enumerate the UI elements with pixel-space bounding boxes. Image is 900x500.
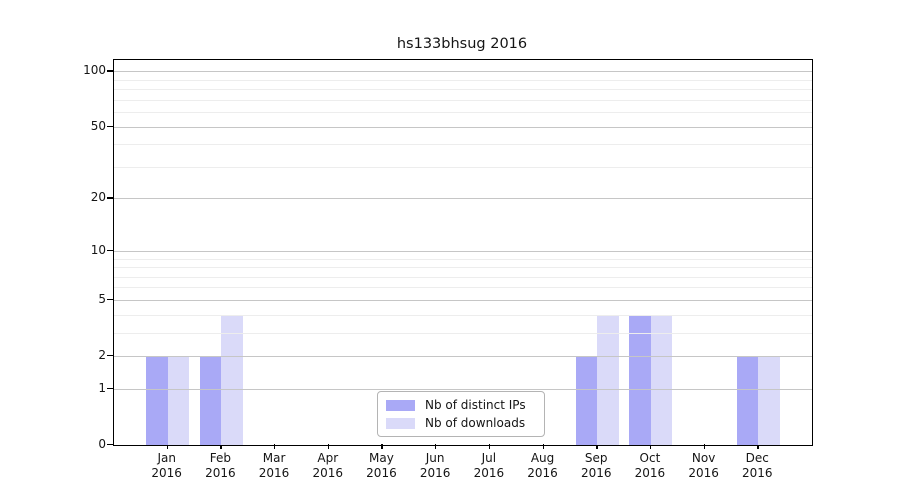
y-tick-label-10: 10: [90, 242, 106, 257]
legend-item-distinct-ips: Nb of distinct IPs: [386, 398, 536, 412]
legend-item-downloads: Nb of downloads: [386, 416, 536, 430]
gridline-y-6: [114, 287, 812, 289]
y-tick-50: [107, 125, 113, 127]
x-tick-label-jan: Jan 2016: [151, 451, 182, 480]
gridline-y-30: [114, 166, 812, 168]
legend-swatch-distinct-ips: [386, 399, 415, 411]
gridline-y-4: [114, 314, 812, 316]
x-tick-label-dec: Dec 2016: [742, 451, 773, 480]
bar-downloads-sep: [597, 314, 619, 445]
x-tick-label-jun: Jun 2016: [419, 451, 451, 480]
gridline-y-40: [114, 144, 812, 146]
x-tick-nov: [703, 444, 705, 449]
gridline-y-9: [114, 258, 812, 260]
y-tick-5: [107, 298, 113, 301]
gridline-y-3: [114, 332, 812, 334]
gridline-y-70: [114, 99, 812, 101]
gridline-y-100: [114, 71, 812, 73]
x-tick-feb: [220, 444, 222, 449]
x-tick-dec: [757, 444, 759, 449]
x-tick-label-nov: Nov 2016: [688, 451, 719, 480]
x-tick-label-mar: Mar 2016: [258, 451, 290, 480]
y-tick-2: [107, 355, 113, 357]
gridline-y-7: [114, 276, 812, 278]
bar-distinct-ips-sep: [575, 356, 598, 445]
gridline-y-20: [114, 198, 812, 200]
x-tick-sep: [596, 444, 598, 449]
legend-swatch-downloads: [386, 417, 415, 429]
legend-label-downloads: Nb of downloads: [425, 416, 526, 430]
x-tick-label-feb: Feb 2016: [205, 451, 236, 480]
bar-distinct-ips-feb: [199, 356, 222, 445]
gridline-y-60: [114, 112, 812, 114]
bar-distinct-ips-dec: [736, 356, 759, 445]
x-tick-label-apr: Apr 2016: [312, 451, 344, 480]
x-tick-apr: [327, 444, 330, 449]
y-tick-10: [107, 249, 113, 252]
x-tick-label-sep: Sep 2016: [580, 451, 612, 480]
y-tick-label-20: 20: [90, 190, 106, 205]
bar-distinct-ips-jan: [146, 356, 168, 445]
x-tick-oct: [649, 444, 652, 449]
legend-label-distinct-ips: Nb of distinct IPs: [425, 398, 526, 412]
y-tick-label-5: 5: [98, 291, 106, 306]
bar-distinct-ips-oct: [629, 314, 651, 445]
gridline-y-50: [114, 126, 812, 128]
bar-downloads-jan: [167, 356, 190, 445]
y-tick-label-0: 0: [98, 437, 106, 451]
y-tick-label-50: 50: [90, 118, 106, 133]
gridline-y-8: [114, 267, 812, 269]
y-tick-100: [107, 70, 113, 72]
x-tick-mar: [274, 444, 276, 449]
x-tick-label-oct: Oct 2016: [634, 451, 666, 480]
x-tick-label-aug: Aug 2016: [527, 451, 558, 480]
x-tick-jan: [166, 444, 168, 449]
y-tick-label-100: 100: [83, 63, 106, 78]
legend: Nb of distinct IPs Nb of downloads: [377, 391, 545, 437]
x-tick-label-may: May 2016: [366, 451, 397, 480]
x-tick-may: [381, 444, 383, 449]
gridline-y-90: [114, 79, 812, 81]
x-tick-label-jul: Jul 2016: [473, 451, 505, 480]
bar-downloads-feb: [221, 314, 243, 445]
bar-downloads-dec: [758, 356, 780, 445]
x-tick-aug: [542, 444, 544, 449]
bar-downloads-oct: [650, 314, 673, 445]
y-tick-label-1: 1: [98, 380, 106, 395]
x-tick-jul: [488, 444, 491, 449]
gridline-y-80: [114, 89, 812, 91]
y-tick-0: [107, 444, 113, 446]
gridline-y-10: [114, 250, 812, 252]
y-tick-1: [107, 387, 113, 390]
chart-title: hs133bhsug 2016: [396, 36, 528, 52]
gridline-y-5: [114, 299, 812, 301]
plot-area: [113, 59, 813, 446]
y-tick-20: [107, 197, 113, 199]
x-tick-jun: [435, 444, 437, 449]
y-tick-label-2: 2: [98, 348, 106, 363]
